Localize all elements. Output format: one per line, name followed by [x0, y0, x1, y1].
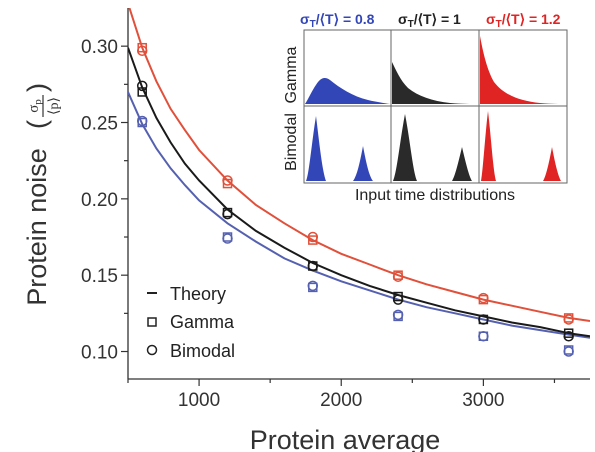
inset-title: Input time distributions [355, 187, 515, 204]
y-tick-label: 0.10 [81, 343, 118, 364]
x-tick-label: 3000 [462, 390, 504, 411]
theory-line [128, 91, 590, 339]
bimodal-point [222, 175, 233, 186]
bimodal-point [307, 260, 319, 272]
inset-bimodal-distribution-1.2 [481, 111, 561, 181]
legend-gamma-marker [147, 317, 157, 327]
y-axis-title-sigma-sub: p [32, 99, 44, 105]
x-axis-title: Protein average [250, 425, 441, 452]
y-axis-title-text: Protein noise [22, 148, 52, 306]
bimodal-point [307, 231, 319, 243]
y-tick-label: 0.15 [81, 266, 118, 287]
x-tick-label: 2000 [320, 390, 362, 411]
inset-col2-label: σT/⟨T⟩ = 1 [398, 11, 461, 30]
y-axis-title-numerator: σp [26, 99, 44, 113]
inset-row-label-gamma: Gamma [283, 46, 300, 103]
inset-col3-label: σT/⟨T⟩ = 1.2 [486, 11, 561, 30]
bimodal-point [307, 280, 319, 292]
y-axis-title-open-paren: ( [22, 120, 52, 129]
y-tick-label: 0.30 [81, 37, 118, 58]
legend-bimodal-label: Bimodal [170, 341, 235, 361]
bimodal-point [478, 314, 489, 325]
inset-bimodal-distribution-0.8 [306, 116, 373, 181]
legend-bimodal-marker [146, 344, 158, 356]
y-ticks: 0.10 0.15 0.20 0.25 0.30 [81, 37, 128, 364]
bimodal-point [392, 309, 404, 321]
legend-theory-label: Theory [170, 284, 226, 304]
bimodal-point [222, 208, 233, 220]
y-axis-title: Protein noise ( σp ⟨p⟩ ) [22, 83, 62, 306]
bimodal-point [136, 115, 148, 127]
y-axis-title-denominator: ⟨p⟩ [47, 97, 62, 115]
bimodal-point [392, 294, 404, 305]
inset-gamma-distribution-1.2 [480, 36, 566, 104]
theory-line [128, 8, 590, 322]
legend: Theory Gamma Bimodal [146, 284, 235, 361]
bimodal-point [563, 331, 574, 342]
bimodal-point [563, 346, 574, 357]
y-axis-title-sigma: σ [26, 105, 42, 113]
theory-line [128, 47, 590, 338]
bimodal-point [563, 314, 574, 325]
inset-row-label-bimodal: Bimodal [283, 113, 300, 171]
legend-gamma-label: Gamma [170, 312, 235, 332]
y-tick-label: 0.20 [81, 190, 118, 211]
inset-gamma-distribution-0.8 [305, 77, 390, 104]
axes: 1000 2000 3000 0.10 0.15 0.20 0.25 0.30 [81, 8, 590, 411]
bimodal-point [478, 331, 489, 342]
y-tick-label: 0.25 [81, 114, 118, 135]
bimodal-point [222, 233, 233, 244]
inset-gamma-distribution-1 [392, 62, 478, 104]
bimodal-point [136, 80, 148, 92]
inset-panel: σT/⟨T⟩ = 0.8 σT/⟨T⟩ = 1 σT/⟨T⟩ = 1.2 Bim… [283, 11, 568, 204]
inset-col1-label: σT/⟨T⟩ = 0.8 [300, 11, 375, 30]
gamma-point [137, 87, 147, 97]
series-3 [128, 8, 590, 325]
bimodal-point [478, 292, 489, 304]
inset-row-labels: Bimodal Gamma [283, 46, 300, 170]
bimodal-point [392, 271, 404, 282]
plot-area [128, 8, 590, 357]
series-1 [128, 91, 590, 357]
y-axis-title-close-paren: ) [22, 83, 52, 92]
x-tick-label: 1000 [178, 390, 220, 411]
inset-bimodal-distribution-1 [393, 114, 472, 181]
x-ticks: 1000 2000 3000 [127, 379, 556, 411]
bimodal-point [136, 45, 148, 56]
series-2 [128, 47, 590, 342]
